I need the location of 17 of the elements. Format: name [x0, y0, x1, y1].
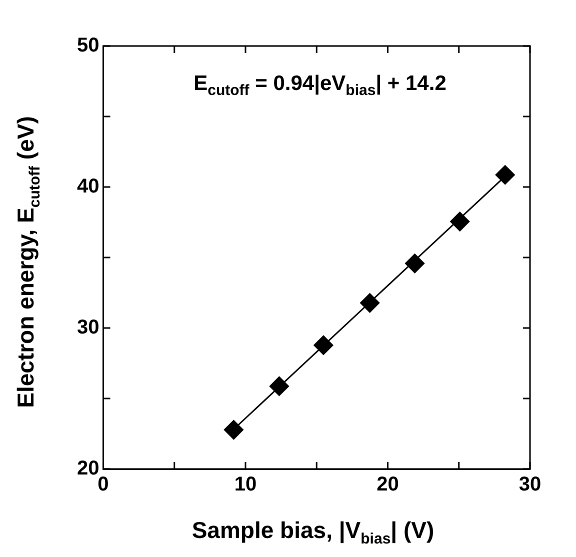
point: [495, 165, 515, 185]
point: [405, 254, 425, 274]
y-tick-label: 30: [76, 316, 100, 339]
y-tick-label: 20: [76, 458, 100, 480]
y-tick-label: 50: [76, 34, 100, 57]
x-tick-label: 0: [98, 474, 109, 496]
x-tick-label: 30: [518, 474, 542, 496]
x-axis-title: Sample bias, |V$_{bias}$| (V): [190, 517, 436, 548]
point: [450, 212, 470, 232]
annotation: E$_{cutoff}$ = 0.94|eV$_{bias}$| + 14.2: [192, 72, 448, 100]
x-tick-label: 20: [376, 474, 399, 496]
x-tick-label: 10: [234, 474, 257, 496]
point: [360, 293, 380, 313]
y-tick-label: 40: [76, 176, 100, 198]
point: [314, 335, 334, 355]
point: [269, 376, 289, 396]
point: [224, 420, 244, 440]
